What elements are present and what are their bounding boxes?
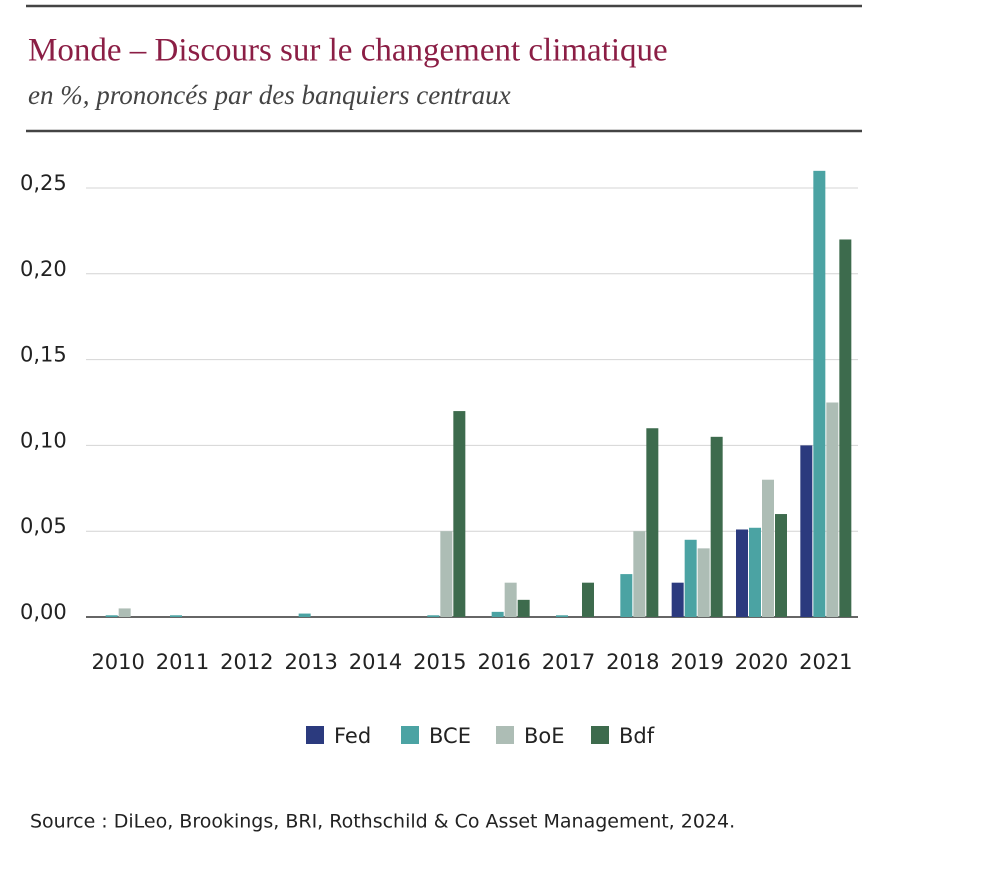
bar	[491, 611, 504, 617]
bar	[556, 615, 568, 617]
y-tick-label: 0,05	[20, 514, 67, 538]
x-tick-label: 2018	[606, 650, 659, 674]
bar	[582, 582, 594, 617]
x-tick-label: 2012	[220, 650, 273, 674]
bar	[298, 613, 311, 617]
bar	[749, 527, 761, 617]
bar	[453, 411, 466, 617]
legend-swatch	[306, 726, 324, 744]
x-tick-label: 2019	[670, 650, 723, 674]
x-tick-label: 2010	[91, 650, 144, 674]
bar	[170, 615, 182, 617]
bar	[504, 582, 517, 617]
bar	[775, 514, 787, 617]
bar	[710, 436, 723, 617]
legend-label: BoE	[524, 724, 565, 748]
y-tick-label: 0,15	[20, 343, 67, 367]
legend-swatch	[496, 726, 514, 744]
y-tick-label: 0,20	[20, 257, 67, 281]
x-tick-label: 2013	[284, 650, 337, 674]
chart-title: Monde – Discours sur le changement clima…	[28, 33, 668, 69]
bar	[105, 615, 118, 617]
bar	[762, 479, 774, 617]
x-tick-label: 2015	[413, 650, 466, 674]
bar	[118, 608, 131, 617]
y-tick-label: 0,25	[20, 171, 67, 195]
bar	[826, 402, 839, 617]
bar	[800, 445, 813, 617]
legend-swatch	[401, 726, 419, 744]
bar	[736, 529, 748, 617]
bar	[646, 428, 659, 617]
legend-label: Fed	[334, 724, 371, 748]
bar	[813, 170, 826, 617]
bar	[633, 531, 646, 617]
x-tick-label: 2017	[542, 650, 595, 674]
x-tick-label: 2016	[477, 650, 530, 674]
bar	[697, 548, 710, 617]
y-tick-label: 0,00	[20, 600, 67, 624]
x-tick-label: 2011	[156, 650, 209, 674]
chart-subtitle: en %, prononcés par des banquiers centra…	[28, 80, 511, 110]
y-tick-label: 0,10	[20, 428, 67, 452]
legend-label: BCE	[429, 724, 471, 748]
bar	[671, 582, 684, 617]
x-tick-label: 2020	[735, 650, 788, 674]
bar	[620, 574, 633, 617]
legend-label: Bdf	[619, 724, 655, 748]
legend-swatch	[591, 726, 609, 744]
bar	[684, 539, 697, 617]
x-tick-label: 2021	[799, 650, 852, 674]
bar	[427, 615, 440, 617]
bar	[839, 239, 852, 618]
bar	[440, 531, 453, 617]
bar	[517, 599, 530, 617]
x-tick-label: 2014	[349, 650, 402, 674]
source-note: Source : DiLeo, Brookings, BRI, Rothschi…	[30, 811, 735, 833]
